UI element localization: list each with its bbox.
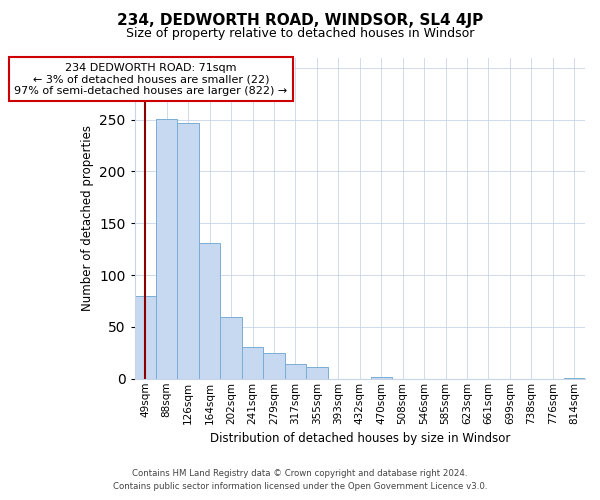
Text: 234, DEDWORTH ROAD, WINDSOR, SL4 4JP: 234, DEDWORTH ROAD, WINDSOR, SL4 4JP bbox=[117, 12, 483, 28]
Bar bbox=[220, 316, 242, 379]
Bar bbox=[134, 296, 156, 379]
Bar bbox=[242, 346, 263, 379]
Text: 234 DEDWORTH ROAD: 71sqm
← 3% of detached houses are smaller (22)
97% of semi-de: 234 DEDWORTH ROAD: 71sqm ← 3% of detache… bbox=[14, 62, 288, 96]
Y-axis label: Number of detached properties: Number of detached properties bbox=[80, 125, 94, 311]
Bar bbox=[563, 378, 585, 379]
Bar bbox=[285, 364, 306, 379]
Text: Contains HM Land Registry data © Crown copyright and database right 2024.
Contai: Contains HM Land Registry data © Crown c… bbox=[113, 469, 487, 491]
Bar bbox=[178, 123, 199, 379]
Bar bbox=[371, 376, 392, 379]
Text: Size of property relative to detached houses in Windsor: Size of property relative to detached ho… bbox=[126, 28, 474, 40]
Bar bbox=[263, 353, 285, 379]
Bar bbox=[199, 243, 220, 379]
Bar bbox=[156, 118, 178, 379]
Bar bbox=[306, 368, 328, 379]
X-axis label: Distribution of detached houses by size in Windsor: Distribution of detached houses by size … bbox=[209, 432, 510, 445]
